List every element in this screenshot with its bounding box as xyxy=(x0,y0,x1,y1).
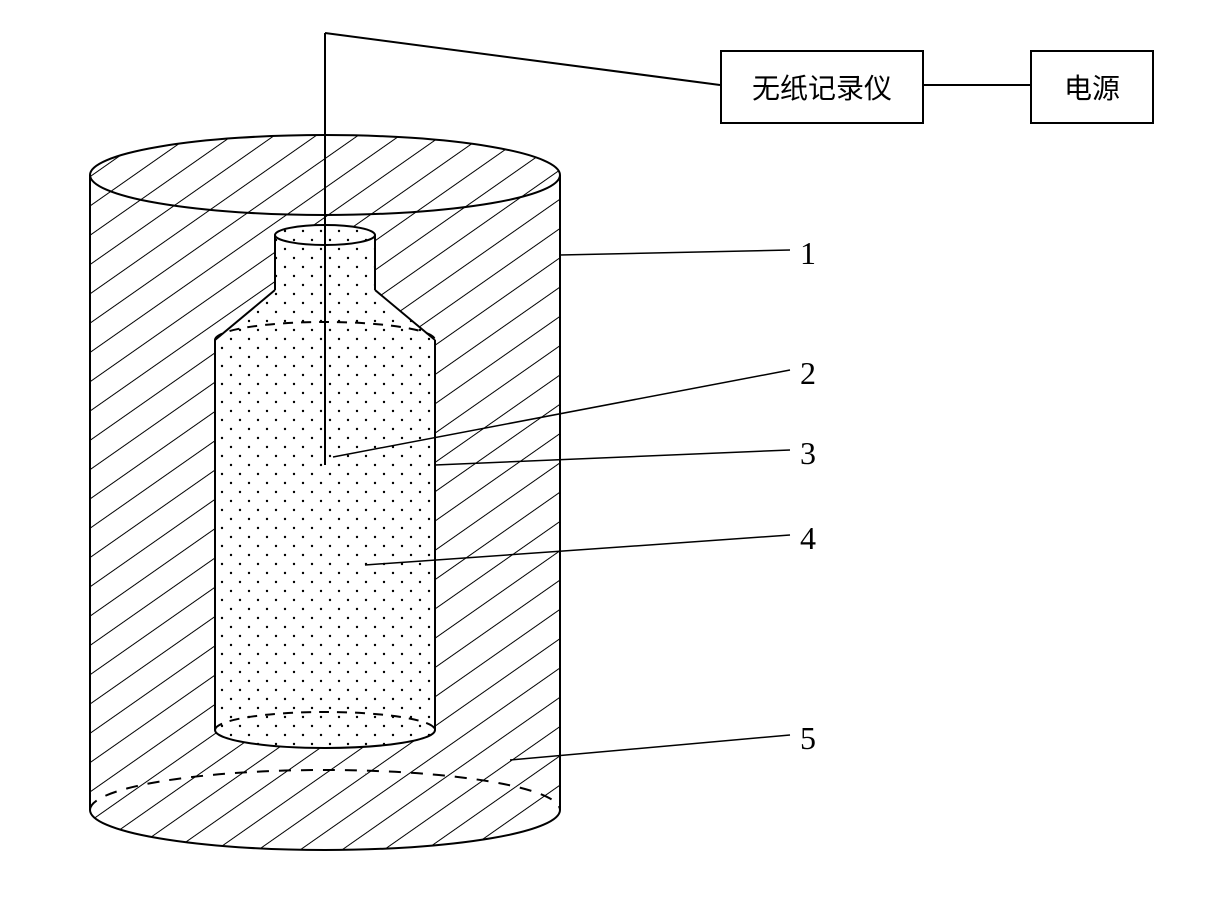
outer-cylinder-hatch xyxy=(20,20,1226,890)
recorder-label: 无纸记录仪 xyxy=(752,67,892,107)
wire-to-recorder xyxy=(325,33,720,85)
label-2: 2 xyxy=(800,355,816,392)
label-4: 4 xyxy=(800,520,816,557)
leader-1 xyxy=(560,250,790,255)
diagram-svg xyxy=(20,20,1226,890)
diagram-container: 无纸记录仪 电源 1 2 3 4 5 xyxy=(20,20,1226,890)
power-label: 电源 xyxy=(1064,67,1120,107)
label-1: 1 xyxy=(800,235,816,272)
label-3: 3 xyxy=(800,435,816,472)
label-5: 5 xyxy=(800,720,816,757)
recorder-box: 无纸记录仪 xyxy=(720,50,924,124)
power-box: 电源 xyxy=(1030,50,1154,124)
